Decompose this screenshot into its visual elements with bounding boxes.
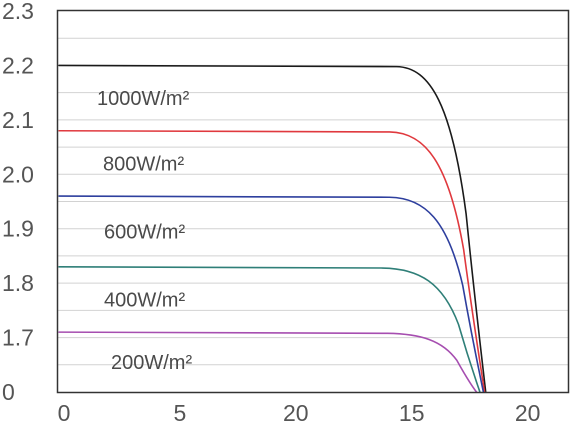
series-label: 600W/m² <box>104 221 185 243</box>
series-line <box>58 195 485 393</box>
series-label: 1000W/m² <box>97 88 190 110</box>
y-tick-label: 2.3 <box>2 0 34 24</box>
x-tick-label: 5 <box>174 400 187 423</box>
y-tick-label: 1.8 <box>2 270 34 296</box>
curve-labels: 1000W/m² 800W/m² 600W/m² 400W/m² 200W/m² <box>97 88 192 374</box>
x-tick-label: 20 <box>283 400 309 423</box>
y-tick-label: 1.9 <box>2 216 34 242</box>
series-label: 400W/m² <box>104 289 185 311</box>
chart-curves <box>58 64 487 393</box>
y-tick-label: 2.2 <box>2 52 34 78</box>
x-axis-ticks: 0 5 20 15 20 <box>58 400 541 423</box>
y-tick-label: 1.7 <box>2 325 34 351</box>
series-line <box>58 266 481 393</box>
x-tick-label: 15 <box>399 400 425 423</box>
series-line <box>58 331 478 393</box>
x-tick-label: 20 <box>515 400 541 423</box>
series-label: 800W/m² <box>103 153 184 175</box>
y-tick-label: 0 <box>2 379 15 405</box>
x-tick-label: 0 <box>58 400 71 423</box>
y-tick-label: 2.0 <box>2 161 34 187</box>
plot-frame <box>56 9 570 394</box>
y-tick-label: 2.1 <box>2 107 34 133</box>
series-line <box>58 64 487 393</box>
y-axis-ticks: 0 1.7 1.8 1.9 2.0 2.1 2.2 2.3 <box>2 0 34 405</box>
series-label: 200W/m² <box>111 352 192 374</box>
series-line <box>58 129 486 393</box>
